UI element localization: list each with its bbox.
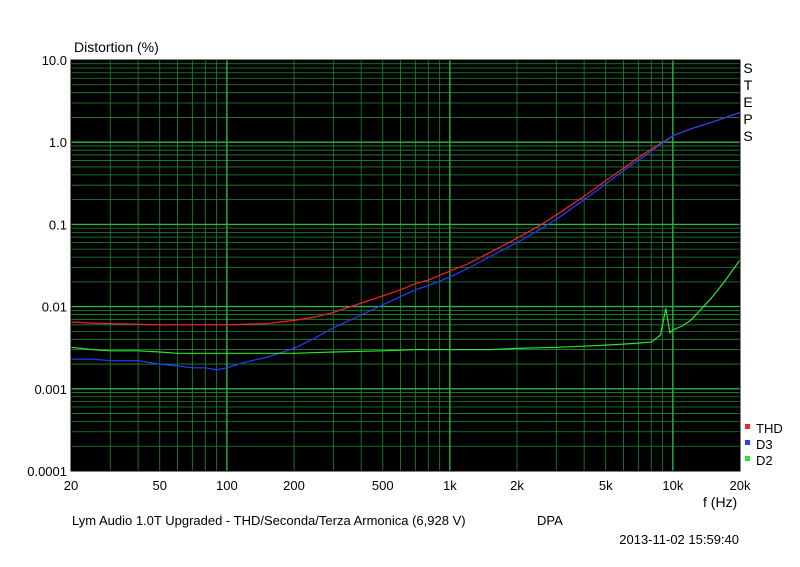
legend-swatch-d2 xyxy=(745,456,750,461)
x-tick-label: 20k xyxy=(730,478,751,493)
x-tick-label: 200 xyxy=(283,478,305,493)
x-tick-label: 20 xyxy=(64,478,78,493)
x-tick-label: 10k xyxy=(662,478,683,493)
y-tick-labels: 10.0 1.0 0.1 0.01 0.001 0.0001 xyxy=(27,53,67,479)
legend-swatch-d3 xyxy=(745,440,750,445)
side-label-letter: P xyxy=(743,111,752,127)
series-layer xyxy=(70,111,741,371)
side-label-letter: S xyxy=(743,128,752,144)
side-label-letter: T xyxy=(744,77,753,93)
x-tick-label: 1k xyxy=(443,478,457,493)
y-axis-label: Distortion (%) xyxy=(74,39,159,55)
y-tick-label: 0.001 xyxy=(34,382,67,397)
x-tick-labels: 20 50 100 200 500 1k 2k 5k 10k 20k xyxy=(64,478,751,493)
y-tick-label: 1.0 xyxy=(49,135,67,150)
x-tick-label: 500 xyxy=(372,478,394,493)
x-tick-label: 5k xyxy=(599,478,613,493)
series-line-thd xyxy=(70,111,741,326)
plot-frame xyxy=(70,59,741,472)
x-axis-label: f (Hz) xyxy=(703,494,737,510)
footer-tag: DPA xyxy=(537,513,563,528)
series-line-d3 xyxy=(71,111,741,371)
legend-label-thd: THD xyxy=(756,421,783,436)
y-tick-label: 0.01 xyxy=(42,300,67,315)
x-tick-label: 50 xyxy=(153,478,167,493)
footer-caption: Lym Audio 1.0T Upgraded - THD/Seconda/Te… xyxy=(72,513,466,528)
y-tick-label: 0.1 xyxy=(49,217,67,232)
legend-label-d2: D2 xyxy=(756,453,773,468)
side-label-letter: S xyxy=(743,60,752,76)
legend-swatch-thd xyxy=(745,424,750,429)
series-line-d2 xyxy=(70,259,741,354)
side-label-letter: E xyxy=(743,94,752,110)
y-tick-label: 0.0001 xyxy=(27,464,67,479)
grid-major xyxy=(71,60,740,471)
x-tick-label: 100 xyxy=(216,478,238,493)
footer-timestamp: 2013-11-02 15:59:40 xyxy=(619,532,739,547)
plot-area xyxy=(71,60,740,471)
legend-label-d3: D3 xyxy=(756,437,773,452)
x-tick-label: 2k xyxy=(510,478,524,493)
y-tick-label: 10.0 xyxy=(42,53,67,68)
